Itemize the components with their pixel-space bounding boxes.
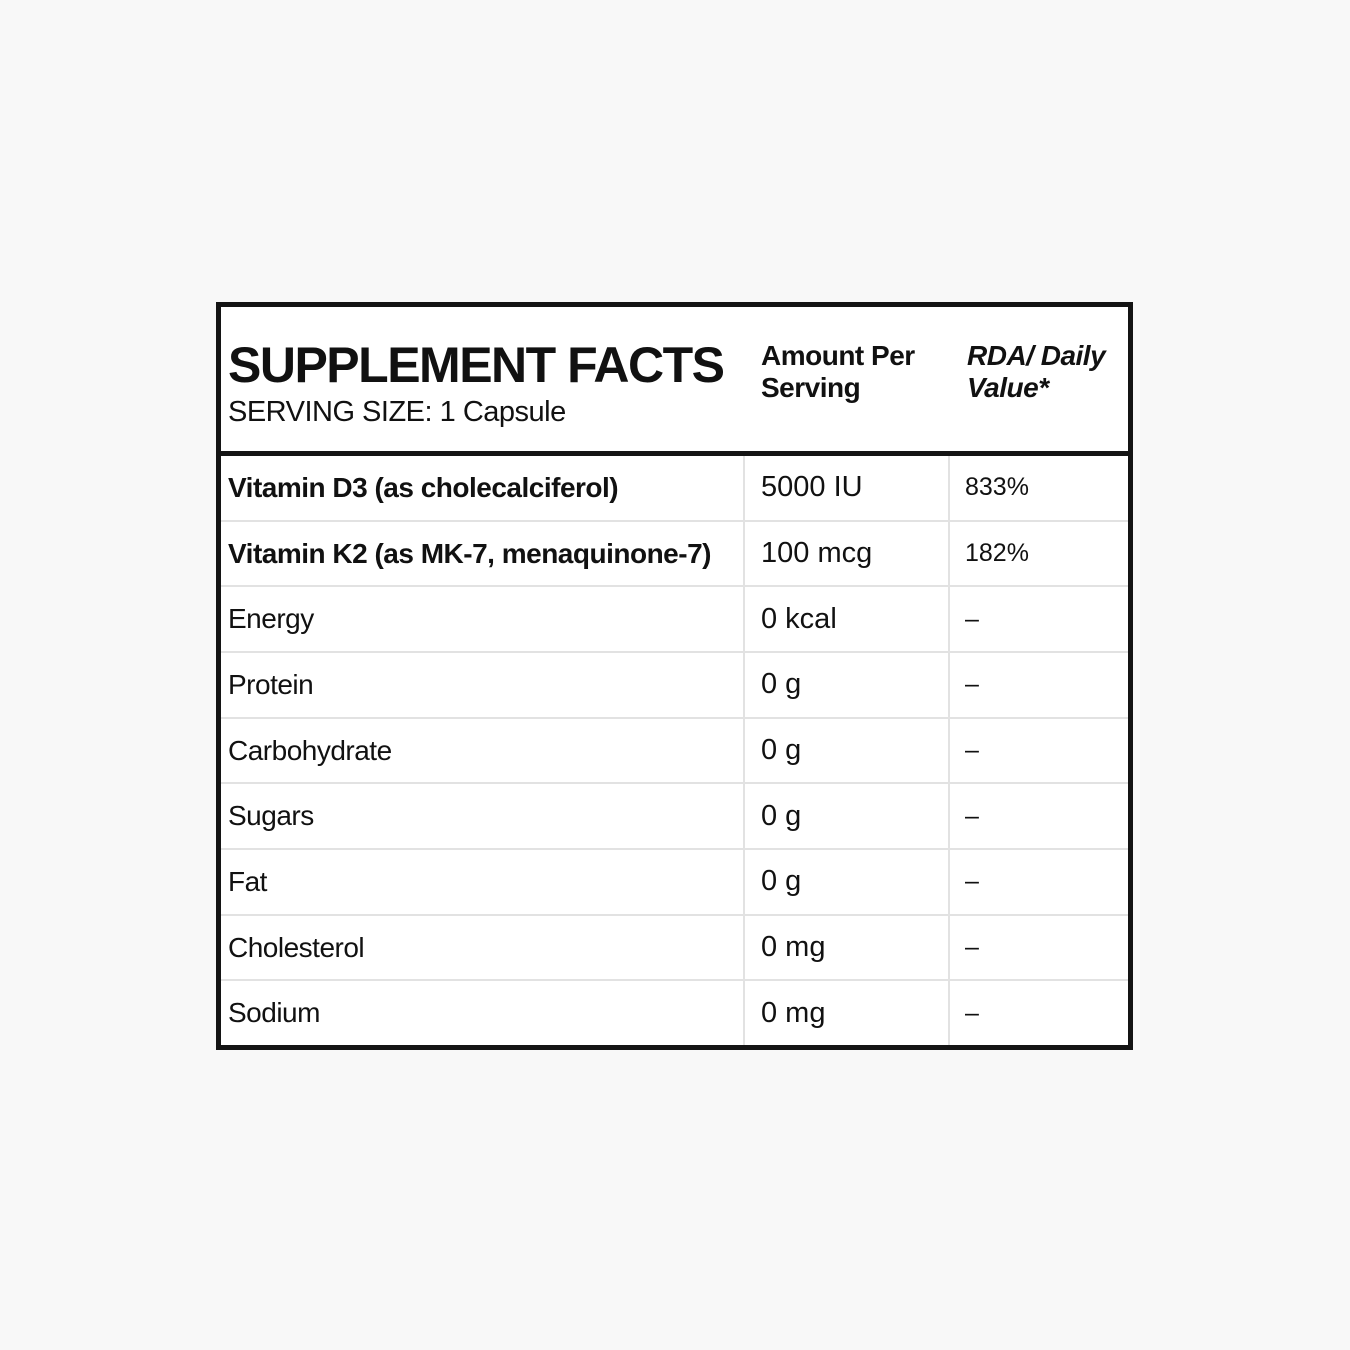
table-row: Fat 0 g – [221, 850, 1128, 916]
nutrient-amount: 5000 IU [745, 456, 950, 520]
nutrient-rda: – [965, 801, 979, 830]
nutrient-rda: – [965, 736, 979, 765]
nutrient-name: Sugars [221, 784, 745, 849]
nutrient-amount: 0 mg [745, 981, 950, 1046]
nutrient-name: Fat [221, 850, 745, 914]
nutrient-name: Carbohydrate [221, 718, 745, 783]
nutrient-amount: 0 mg [745, 915, 950, 980]
serving-size-text: SERVING SIZE: 1 Capsule [228, 396, 566, 428]
table-row: Sodium 0 mg – [221, 981, 1128, 1046]
label-header: SUPPLEMENT FACTS SERVING SIZE: 1 Capsule… [221, 307, 1128, 456]
nutrient-name: Vitamin D3 (as cholecalciferol) [221, 456, 745, 520]
table-row: Cholesterol 0 mg – [221, 915, 1128, 982]
nutrient-name: Sodium [221, 981, 745, 1046]
nutrient-amount: 100 mcg [745, 521, 950, 586]
nutrient-rda: – [965, 998, 979, 1027]
table-row: Protein 0 g – [221, 653, 1128, 719]
label-title: SUPPLEMENT FACTS [228, 337, 725, 393]
nutrient-amount: 0 g [745, 850, 950, 914]
table-row: Carbohydrate 0 g – [221, 718, 1128, 785]
nutrient-rda: – [965, 867, 979, 896]
supplement-facts-label: SUPPLEMENT FACTS SERVING SIZE: 1 Capsule… [216, 302, 1133, 1050]
nutrient-amount: 0 g [745, 718, 950, 783]
column-header-rda: RDA/ Daily Value* [967, 340, 1106, 404]
table-row: Vitamin K2 (as MK-7, menaquinone-7) 100 … [221, 521, 1128, 588]
header-title-block: SUPPLEMENT FACTS SERVING SIZE: 1 Capsule [221, 340, 745, 429]
nutrient-rda: – [965, 670, 979, 699]
nutrient-amount: 0 kcal [745, 587, 950, 652]
nutrient-name: Vitamin K2 (as MK-7, menaquinone-7) [221, 521, 745, 586]
nutrient-rows: Vitamin D3 (as cholecalciferol) 5000 IU … [221, 456, 1128, 1046]
nutrient-name: Energy [221, 587, 745, 652]
table-row: Sugars 0 g – [221, 784, 1128, 851]
nutrient-rda: 833% [965, 473, 1029, 502]
column-header-amount: Amount Per Serving [761, 340, 915, 404]
nutrient-rda: – [965, 933, 979, 962]
nutrient-rda: – [965, 604, 979, 633]
table-row: Vitamin D3 (as cholecalciferol) 5000 IU … [221, 456, 1128, 522]
table-row: Energy 0 kcal – [221, 587, 1128, 654]
nutrient-rda: 182% [965, 539, 1029, 567]
nutrient-name: Cholesterol [221, 915, 745, 980]
nutrient-amount: 0 g [745, 653, 950, 717]
nutrient-name: Protein [221, 653, 745, 717]
nutrient-amount: 0 g [745, 784, 950, 849]
